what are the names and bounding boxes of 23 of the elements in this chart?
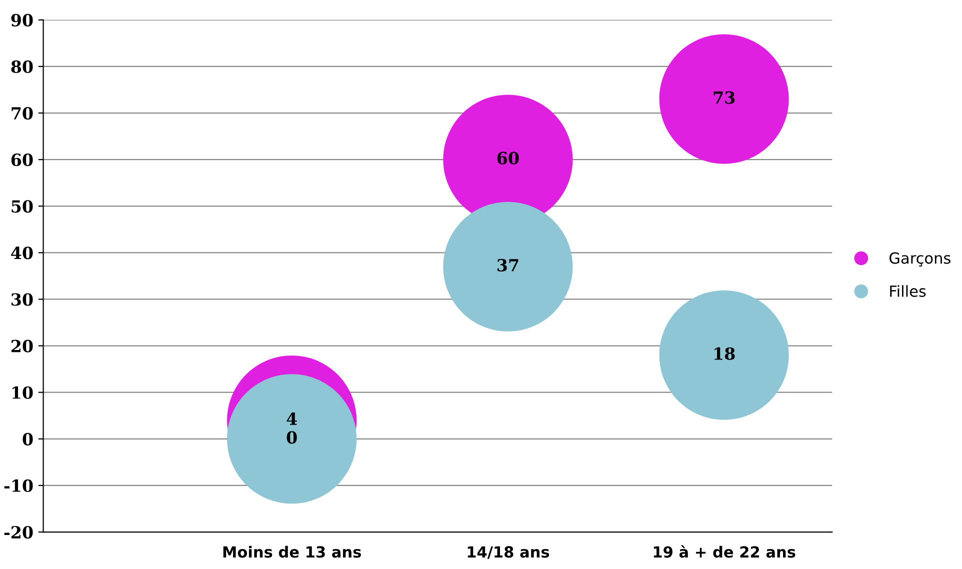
data-label: 18: [714, 347, 735, 360]
y-tick-label: 80: [11, 60, 33, 74]
y-tick-label: 90: [11, 14, 33, 26]
x-tick-label: 19 à + de 22 ans: [654, 545, 796, 558]
y-tick-label: 70: [12, 106, 33, 120]
data-label: 73: [714, 91, 735, 104]
y-tick-label: 20: [11, 340, 33, 352]
data-label: 4: [286, 412, 297, 425]
y-tick-label: 10: [12, 386, 33, 399]
y-tick-label: 40: [11, 246, 33, 260]
y-tick-label: 30: [12, 293, 33, 306]
data-label: 0: [286, 431, 297, 444]
y-tick-label: -10: [4, 479, 33, 492]
y-tick-label: 60: [11, 154, 33, 166]
y-tick-label: -20: [4, 526, 33, 539]
y-tick-label: 0: [22, 432, 33, 446]
legend-label: Garçons: [890, 252, 950, 267]
data-label: 60: [497, 152, 519, 164]
x-tick-label: 14/18 ans: [468, 546, 550, 559]
y-tick-label: 50: [12, 200, 33, 213]
legend-label: Filles: [890, 285, 926, 297]
x-tick-label: Moins de 13 ans: [223, 546, 361, 558]
data-label: 37: [498, 258, 518, 272]
